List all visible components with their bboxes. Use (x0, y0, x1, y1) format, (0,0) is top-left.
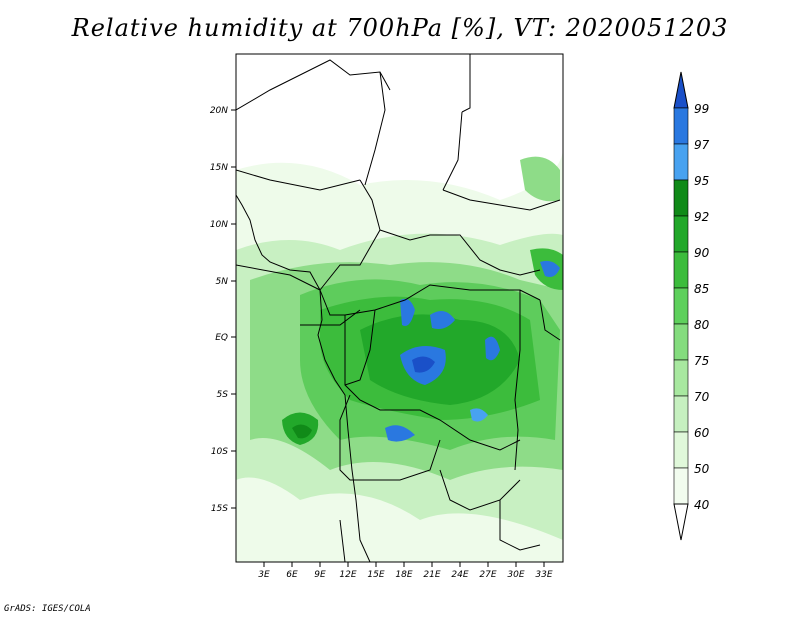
colorbar-label: 60 (694, 426, 710, 440)
y-tick-label: 10N (210, 220, 228, 230)
y-tick-label: 15S (211, 504, 228, 514)
x-tick-label: 6E (286, 570, 298, 580)
map-frame-border (235, 53, 564, 563)
grads-credit: GrADS: IGES/COLA (4, 604, 91, 614)
y-tick-label: EQ (215, 333, 228, 343)
colorbar-segment (673, 143, 689, 181)
colorbar-segment (673, 467, 689, 505)
y-axis (231, 109, 236, 509)
colorbar-segment (673, 395, 689, 433)
colorbar-label: 70 (694, 390, 710, 404)
colorbar-label: 80 (694, 318, 710, 332)
colorbar-label: 85 (694, 282, 710, 296)
x-tick-label: 15E (367, 570, 384, 580)
colorbar-under-arrow (673, 503, 689, 541)
colorbar-segment (673, 323, 689, 361)
colorbar-label: 50 (694, 462, 710, 476)
x-tick-label: 33E (535, 570, 552, 580)
x-tick-label: 21E (423, 570, 440, 580)
map-title: Relative humidity at 700hPa [%], VT: 202… (71, 14, 729, 42)
colorbar-over-arrow (673, 71, 689, 109)
colorbar-label: 40 (694, 498, 710, 512)
colorbar-segment (673, 215, 689, 253)
y-tick-label: 5S (217, 390, 229, 400)
colorbar-segment (673, 431, 689, 469)
coastline (236, 194, 371, 562)
x-tick-label: 27E (479, 570, 496, 580)
x-tick-label: 24E (451, 570, 468, 580)
x-axis (263, 562, 545, 567)
country-borders (236, 54, 561, 562)
x-tick-label: 18E (395, 570, 412, 580)
colorbar-label: 99 (694, 102, 710, 116)
colorbar-label: 95 (694, 174, 710, 188)
colorbar-segment (673, 107, 689, 145)
colorbar (673, 71, 689, 541)
colorbar-label: 97 (694, 138, 710, 152)
colorbar-label: 92 (694, 210, 710, 224)
x-tick-label: 30E (507, 570, 524, 580)
x-tick-label: 9E (314, 570, 326, 580)
y-tick-label: 5N (216, 277, 229, 287)
y-tick-label: 20N (210, 106, 228, 116)
x-tick-label: 3E (258, 570, 270, 580)
colorbar-label: 75 (694, 354, 710, 368)
colorbar-segment (673, 287, 689, 325)
colorbar-segment (673, 359, 689, 397)
y-tick-label: 10S (211, 447, 228, 457)
x-tick-label: 12E (339, 570, 356, 580)
colorbar-segment (673, 251, 689, 289)
colorbar-segment (673, 179, 689, 217)
humidity-field (236, 54, 563, 562)
colorbar-label: 90 (694, 246, 710, 260)
y-tick-label: 15N (210, 163, 228, 173)
